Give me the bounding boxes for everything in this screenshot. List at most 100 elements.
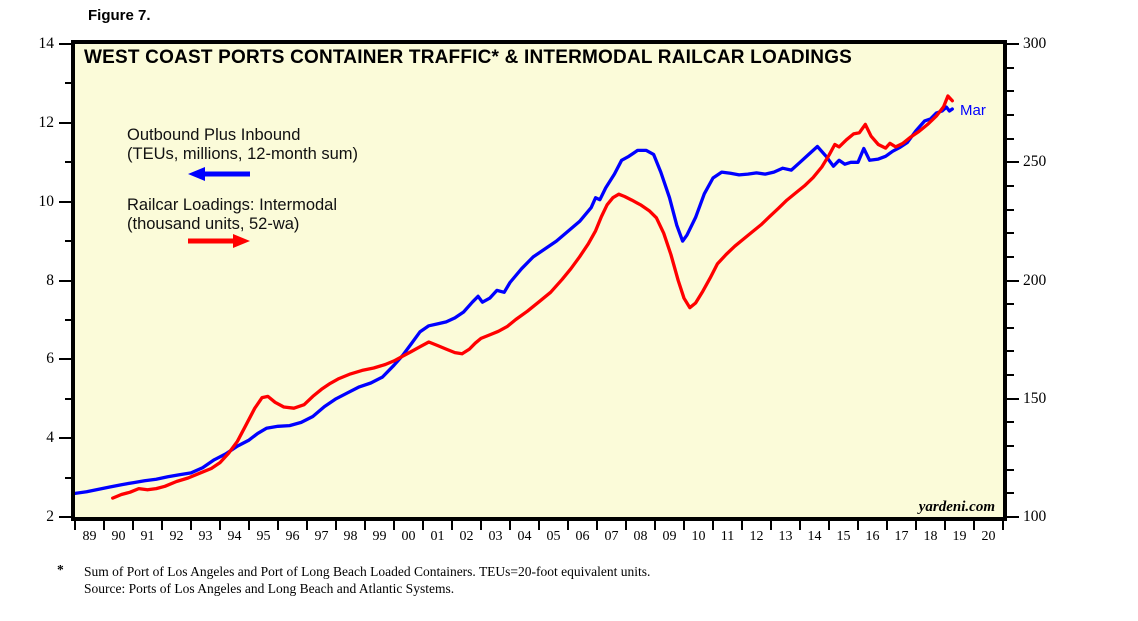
x-axis-year-label: 03 bbox=[488, 529, 503, 544]
x-axis-tick bbox=[248, 521, 250, 530]
x-axis-year-label: 04 bbox=[517, 529, 532, 544]
x-axis-year-label: 97 bbox=[314, 529, 329, 544]
plot-area bbox=[71, 40, 1007, 521]
x-axis-year-label: 89 bbox=[82, 529, 97, 544]
chart-title: WEST COAST PORTS CONTAINER TRAFFIC* & IN… bbox=[84, 47, 853, 68]
x-axis-year-label: 11 bbox=[720, 529, 735, 544]
figure-number-label: Figure 7. bbox=[88, 7, 151, 24]
left-axis-tick bbox=[65, 240, 71, 243]
x-axis-tick bbox=[567, 521, 569, 530]
right-axis-tick-label: 200 bbox=[1023, 271, 1047, 289]
x-axis-year-label: 18 bbox=[923, 529, 938, 544]
legend-containers-line1: Outbound Plus Inbound bbox=[127, 126, 301, 144]
x-axis-year-label: 19 bbox=[952, 529, 967, 544]
x-axis-year-label: 17 bbox=[894, 529, 909, 544]
left-axis-tick bbox=[65, 318, 71, 321]
right-axis-tick bbox=[1007, 113, 1014, 116]
footnote-marker: * bbox=[57, 562, 64, 577]
left-axis-tick bbox=[65, 82, 71, 85]
x-axis-tick bbox=[799, 521, 801, 530]
right-arrow-icon bbox=[188, 234, 250, 248]
watermark: yardeni.com bbox=[918, 499, 995, 515]
x-axis-year-label: 09 bbox=[662, 529, 677, 544]
x-axis-year-label: 96 bbox=[285, 529, 300, 544]
right-axis-tick bbox=[1007, 43, 1019, 45]
left-axis-tick bbox=[59, 358, 71, 361]
x-axis-year-label: 10 bbox=[691, 529, 706, 544]
x-axis-tick bbox=[480, 521, 482, 530]
x-axis-tick bbox=[915, 521, 917, 530]
x-axis-year-label: 08 bbox=[633, 529, 648, 544]
footnote: Sum of Port of Los Angeles and Port of L… bbox=[84, 563, 650, 597]
left-axis-tick bbox=[59, 516, 71, 518]
right-axis-tick bbox=[1007, 397, 1019, 400]
left-axis-tick-label: 10 bbox=[38, 192, 55, 210]
x-axis-tick bbox=[132, 521, 134, 530]
left-axis-tick bbox=[65, 476, 71, 479]
x-axis-tick bbox=[103, 521, 105, 530]
x-axis-tick bbox=[306, 521, 308, 530]
x-axis-tick bbox=[625, 521, 627, 530]
right-axis-tick-label: 300 bbox=[1023, 35, 1047, 52]
right-axis-tick bbox=[1007, 374, 1014, 377]
series-plot bbox=[75, 94, 954, 500]
x-axis-tick bbox=[944, 521, 946, 530]
x-axis-year-label: 02 bbox=[459, 529, 474, 544]
x-axis-tick bbox=[886, 521, 888, 530]
right-axis-tick bbox=[1007, 468, 1014, 471]
x-axis-year-label: 14 bbox=[807, 529, 822, 544]
x-axis-year-label: 94 bbox=[227, 529, 242, 544]
right-arrow-shape bbox=[188, 234, 250, 248]
x-axis-year-label: 12 bbox=[749, 529, 764, 544]
x-axis-tick bbox=[683, 521, 685, 530]
x-axis-year-label: 93 bbox=[198, 529, 213, 544]
left-axis-tick bbox=[59, 437, 71, 440]
x-axis-year-label: 92 bbox=[169, 529, 184, 544]
last-point-annotation: Mar bbox=[960, 102, 986, 119]
left-axis-tick-label: 12 bbox=[38, 113, 55, 131]
x-axis-tick bbox=[190, 521, 192, 530]
x-axis-tick bbox=[161, 521, 163, 530]
x-axis-tick bbox=[857, 521, 859, 530]
x-axis-year-label: 06 bbox=[575, 529, 590, 544]
x-axis-tick bbox=[973, 521, 975, 530]
x-axis-tick bbox=[422, 521, 424, 530]
series-line-west-coast-ports-container-traffic bbox=[75, 105, 954, 496]
right-axis-tick bbox=[1007, 516, 1019, 518]
x-axis-tick bbox=[277, 521, 279, 530]
x-axis-tick bbox=[828, 521, 830, 530]
right-axis-tick bbox=[1007, 421, 1014, 424]
x-axis-year-label: 20 bbox=[981, 529, 996, 544]
right-axis-tick bbox=[1007, 326, 1014, 329]
x-axis-year-label: 16 bbox=[865, 529, 880, 544]
x-axis-tick bbox=[596, 521, 598, 530]
right-axis-tick-label: 100 bbox=[1023, 508, 1047, 525]
left-axis-tick-label: 8 bbox=[46, 271, 54, 289]
legend-railcars: Railcar Loadings: Intermodal (thousand u… bbox=[127, 196, 337, 234]
right-axis-tick bbox=[1007, 137, 1014, 140]
left-arrow-shape bbox=[188, 167, 250, 181]
x-axis-tick bbox=[770, 521, 772, 530]
x-axis-tick bbox=[219, 521, 221, 530]
x-axis-tick bbox=[393, 521, 395, 530]
right-axis-tick bbox=[1007, 445, 1014, 448]
x-axis-tick bbox=[364, 521, 366, 530]
x-axis-year-label: 98 bbox=[343, 529, 358, 544]
x-axis-tick bbox=[74, 521, 76, 530]
x-axis-year-label: 00 bbox=[401, 529, 416, 544]
series-line-intermodal-railcar-loadings bbox=[111, 94, 954, 500]
right-axis-tick-label: 150 bbox=[1023, 389, 1047, 407]
right-axis-tick bbox=[1007, 303, 1014, 306]
left-axis-tick bbox=[59, 279, 71, 282]
x-axis-year-label: 05 bbox=[546, 529, 561, 544]
x-axis-year-label: 15 bbox=[836, 529, 851, 544]
right-axis-tick bbox=[1007, 492, 1014, 495]
x-axis-year-label: 91 bbox=[140, 529, 155, 544]
x-axis-year-label: 95 bbox=[256, 529, 271, 544]
legend-containers-line2: (TEUs, millions, 12-month sum) bbox=[127, 145, 359, 163]
left-arrow-icon bbox=[188, 167, 250, 181]
right-axis-tick bbox=[1007, 161, 1019, 164]
footnote-line1: Sum of Port of Los Angeles and Port of L… bbox=[84, 564, 651, 579]
x-axis-tick bbox=[741, 521, 743, 530]
